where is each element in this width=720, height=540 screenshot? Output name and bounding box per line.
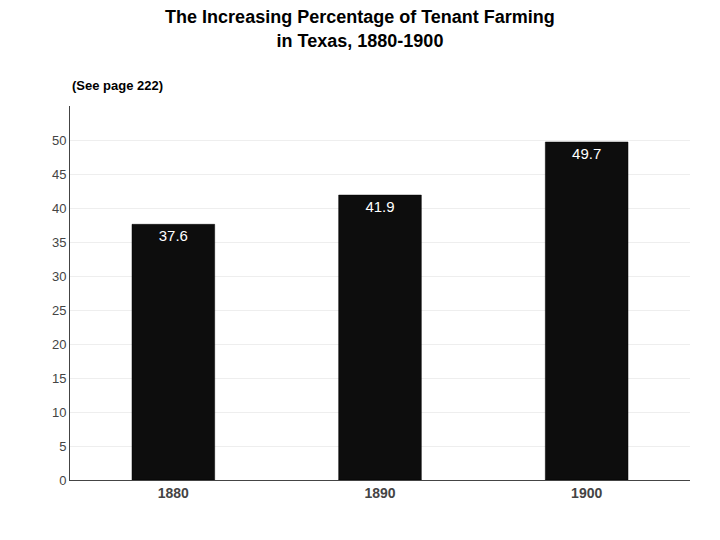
svg-text:25: 25: [52, 303, 66, 318]
svg-text:45: 45: [52, 167, 66, 182]
svg-text:41.9: 41.9: [365, 198, 394, 215]
svg-text:15: 15: [52, 371, 66, 386]
svg-text:49.7: 49.7: [572, 145, 601, 162]
svg-text:0: 0: [59, 473, 66, 488]
svg-text:5: 5: [59, 439, 66, 454]
svg-text:35: 35: [52, 235, 66, 250]
svg-text:40: 40: [52, 201, 66, 216]
svg-text:The Increasing Percentage of T: The Increasing Percentage of Tenant Farm…: [165, 7, 555, 50]
svg-text:37.6: 37.6: [159, 227, 188, 244]
svg-text:1900: 1900: [571, 485, 602, 501]
svg-text:20: 20: [52, 337, 66, 352]
svg-text:(See page 222): (See page 222): [72, 78, 163, 93]
svg-text:10: 10: [52, 405, 66, 420]
svg-text:50: 50: [52, 133, 66, 148]
svg-text:1880: 1880: [158, 485, 189, 501]
svg-text:30: 30: [52, 269, 66, 284]
svg-text:1890: 1890: [364, 485, 395, 501]
